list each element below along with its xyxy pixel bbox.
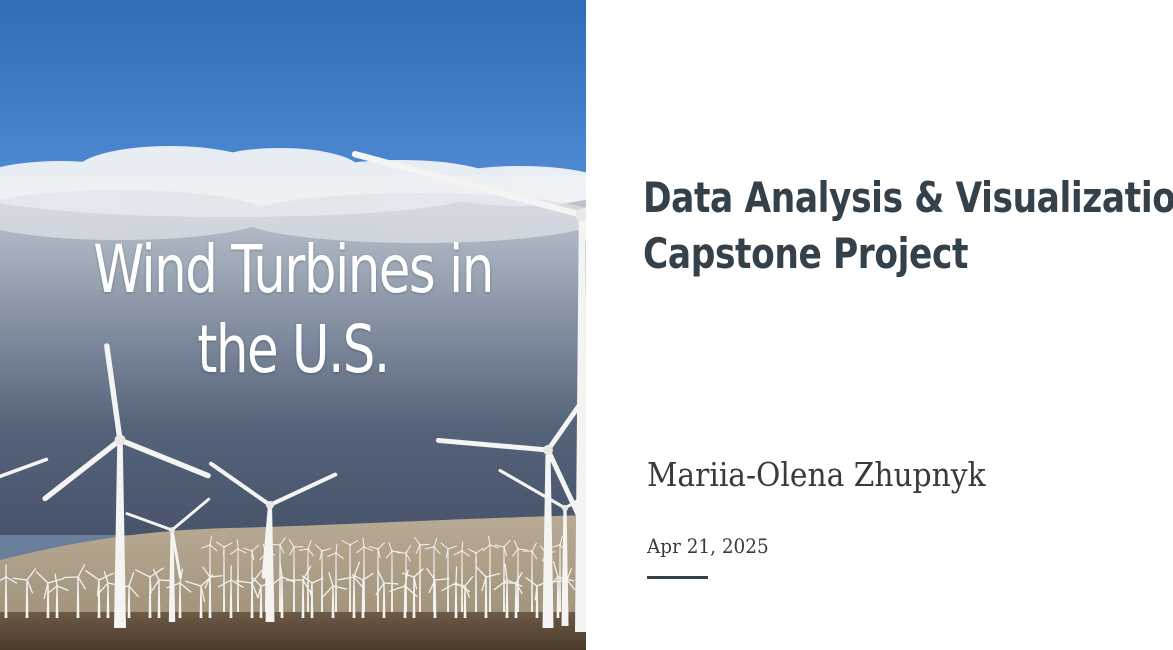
wind-turbine (0, 564, 18, 618)
wind-turbine (63, 564, 87, 618)
title-panel: Data Analysis & Visualization Capstone P… (586, 0, 1173, 650)
wind-turbine (298, 540, 315, 612)
wind-turbine (327, 543, 344, 612)
wind-turbine (301, 575, 324, 618)
cover-title-line-1: Wind Turbines in (93, 231, 494, 308)
wind-turbine (208, 461, 338, 622)
wind-turbine (288, 538, 304, 612)
wind-turbine (12, 568, 37, 618)
subtitle-line-2: Capstone Project (643, 229, 969, 278)
cover-title-line-2: the U.S. (197, 311, 390, 388)
wind-turbine (134, 567, 164, 618)
wind-turbine (151, 568, 172, 618)
wind-turbine (396, 544, 412, 612)
wind-farm-photo: Wind Turbines in the U.S. (0, 0, 586, 650)
wind-turbine (368, 542, 385, 612)
wind-turbine (114, 572, 139, 618)
wind-turbine (270, 537, 286, 612)
wind-turbine (401, 568, 424, 618)
wind-turbine (35, 571, 65, 618)
wind-turbine (503, 571, 523, 618)
wind-turbine (498, 468, 586, 626)
project-subtitle: Data Analysis & Visualization Capstone P… (643, 170, 1173, 282)
wind-turbine (218, 565, 244, 618)
wind-turbine (85, 570, 115, 618)
wind-turbine (215, 541, 233, 612)
wind-turbine (475, 566, 501, 618)
subtitle-line-1: Data Analysis & Visualization (643, 173, 1173, 222)
wind-turbine (47, 573, 69, 618)
wind-turbine (522, 542, 538, 612)
wind-turbine (185, 574, 214, 618)
wind-turbine (482, 535, 499, 612)
wind-turbine (467, 547, 485, 612)
wind-turbine (356, 537, 373, 612)
cover-title: Wind Turbines in the U.S. (64, 230, 521, 390)
wind-turbine (385, 542, 402, 612)
wind-turbine (452, 576, 474, 618)
accent-divider (647, 576, 708, 579)
wind-turbine (453, 541, 470, 612)
wind-turbine (341, 540, 359, 612)
wind-turbine (550, 535, 567, 612)
wind-turbine (351, 151, 586, 632)
presentation-date: Apr 21, 2025 (647, 534, 769, 558)
wind-turbine (414, 537, 430, 612)
wind-turbine (337, 561, 365, 618)
wind-turbine (125, 497, 211, 622)
wind-turbine (42, 343, 211, 628)
wind-turbine (242, 544, 260, 612)
wind-turbine (0, 457, 49, 479)
wind-turbine (494, 539, 511, 612)
wind-turbine (424, 537, 441, 612)
wind-turbine (230, 539, 247, 612)
wind-turbine (512, 540, 528, 612)
wind-turbine (201, 535, 218, 612)
author-name: Mariia-Olena Zhupnyk (647, 455, 986, 494)
wind-turbine (440, 542, 458, 612)
wind-turbine (315, 544, 332, 612)
